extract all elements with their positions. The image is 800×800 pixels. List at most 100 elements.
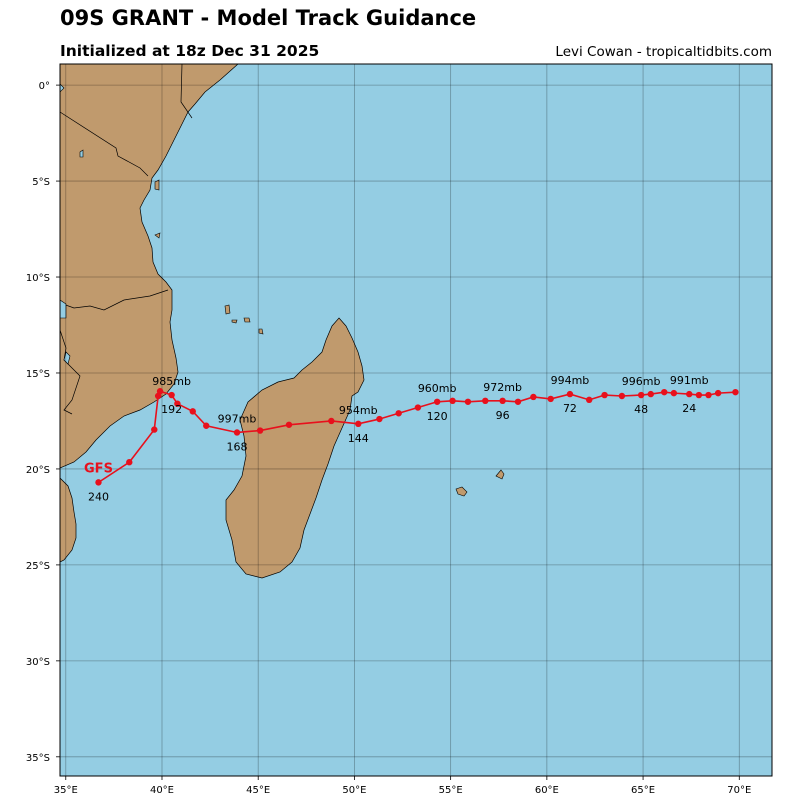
forecast-hour-label: 120	[427, 410, 448, 423]
comoros-island	[258, 328, 264, 335]
gridlines	[60, 64, 772, 776]
madagascar	[225, 317, 365, 579]
forecast-hour-label: 72	[563, 402, 577, 415]
track-point	[174, 400, 181, 407]
track-point	[285, 421, 293, 428]
track-point	[732, 388, 739, 396]
chart-title: 09S GRANT - Model Track Guidance	[60, 6, 477, 30]
model-name-label: GFS	[84, 461, 113, 476]
lake	[60, 83, 65, 93]
forecast-hour-label: 240	[88, 490, 109, 503]
track-point	[376, 415, 383, 423]
y-tick-label: 0°	[39, 81, 50, 92]
pressure-label: 972mb	[483, 381, 522, 394]
track-point	[705, 391, 712, 399]
zanzibar-island	[154, 179, 160, 191]
x-tick-label: 60°E	[535, 785, 559, 796]
country-border	[180, 64, 193, 119]
pressure-label: 985mb	[152, 375, 191, 388]
pressure-label: 997mb	[218, 412, 257, 425]
pressure-label: 991mb	[670, 374, 709, 387]
track-point	[154, 392, 162, 400]
track-point	[499, 397, 506, 405]
track-point	[637, 391, 645, 399]
axis-ticks: 35°E 40°E 45°E 50°E 55°E 60°E 65°E 70°E 0° 5°S 10°…	[26, 81, 751, 796]
africa-landmass	[60, 64, 239, 469]
pressure-label: 996mb	[622, 375, 661, 388]
map-frame	[59, 63, 773, 777]
pressure-label: 994mb	[551, 374, 590, 387]
track-point	[464, 398, 472, 405]
track-point	[618, 392, 626, 400]
forecast-hour-label: 48	[634, 403, 648, 416]
track-point	[256, 427, 264, 434]
track-point	[714, 389, 722, 397]
y-tick-label: 5°S	[32, 177, 50, 188]
track-point	[482, 397, 489, 405]
mauritius-island	[495, 469, 505, 480]
y-tick-label: 10°S	[26, 273, 50, 284]
track-point	[695, 391, 703, 399]
forecast-hour-label: 144	[348, 432, 369, 445]
x-tick-label: 70°E	[727, 785, 751, 796]
x-tick-label: 35°E	[54, 785, 78, 796]
forecast-hour-label: 96	[496, 409, 510, 422]
y-tick-label: 30°S	[26, 657, 50, 668]
comoros-island	[224, 304, 231, 315]
mafia-island	[154, 232, 161, 239]
africa-landmass-south	[60, 477, 77, 563]
track-point	[670, 389, 678, 397]
track-point	[395, 410, 402, 417]
y-tick-label: 20°S	[26, 465, 50, 476]
pressure-label: 954mb	[339, 404, 378, 417]
track-point	[530, 393, 537, 401]
lake	[63, 351, 71, 365]
gfs-track	[95, 388, 739, 486]
track-point	[203, 422, 210, 429]
track-point	[601, 391, 608, 399]
lake	[79, 149, 84, 158]
comoros-island	[243, 317, 251, 323]
track-point	[686, 390, 693, 398]
x-tick-label: 55°E	[439, 785, 463, 796]
track-point	[168, 391, 175, 399]
track-point	[433, 398, 441, 405]
x-tick-label: 45°E	[246, 785, 270, 796]
track-point	[566, 390, 574, 398]
ocean	[60, 64, 772, 776]
forecast-hour-label: 24	[682, 402, 696, 415]
track-point	[156, 388, 164, 395]
track-point	[585, 396, 593, 404]
lake	[60, 299, 67, 319]
country-border	[60, 329, 81, 415]
country-border	[60, 111, 149, 177]
track-point	[151, 426, 158, 433]
y-tick-label: 15°S	[26, 369, 50, 380]
track-point	[126, 459, 133, 466]
forecast-hour-label: 192	[161, 403, 182, 416]
x-tick-label: 50°E	[342, 785, 366, 796]
init-time: Initialized at 18z Dec 31 2025	[60, 42, 320, 60]
track-point	[233, 429, 241, 436]
track-point	[328, 417, 335, 425]
y-tick-label: 25°S	[26, 561, 50, 572]
track-point	[514, 398, 522, 405]
track-point	[95, 479, 102, 486]
credit-text: Levi Cowan - tropicaltidbits.com	[555, 44, 772, 60]
y-tick-label: 35°S	[26, 753, 50, 764]
country-border	[60, 289, 169, 311]
track-point	[189, 408, 196, 415]
track-point	[647, 390, 654, 398]
track-point	[355, 420, 362, 428]
x-tick-label: 65°E	[631, 785, 655, 796]
comoros-island	[231, 319, 238, 324]
x-tick-label: 40°E	[150, 785, 174, 796]
pressure-label: 960mb	[418, 382, 457, 395]
track-point	[661, 388, 668, 396]
track-point	[449, 397, 456, 405]
track-labels: 991mb 996mb 994mb 972mb 960mb 954mb 997mb 985mb…	[84, 374, 709, 503]
track-point	[414, 404, 422, 411]
track-point	[547, 395, 554, 403]
forecast-hour-label: 168	[227, 440, 248, 453]
